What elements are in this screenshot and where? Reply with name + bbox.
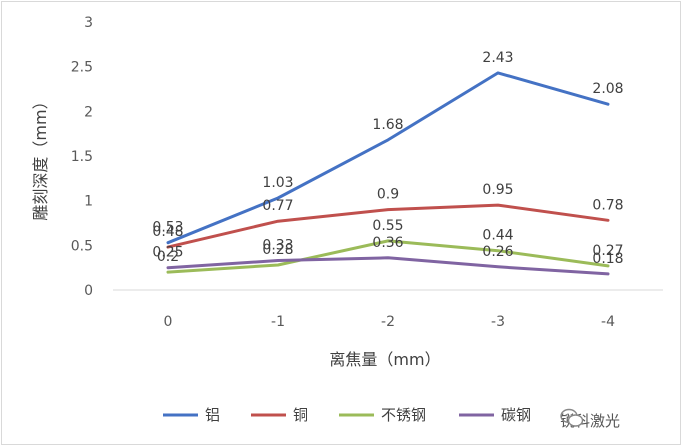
data-label: 0.78 — [592, 197, 623, 213]
data-label: 1.03 — [262, 175, 293, 191]
data-label: 0.48 — [152, 224, 183, 240]
y-tick-label: 1.5 — [71, 149, 93, 165]
data-label: 0.2 — [157, 249, 179, 265]
legend-label: 铜 — [293, 406, 308, 424]
data-label: 0.25 — [152, 245, 183, 261]
data-label: 0.27 — [592, 243, 623, 259]
data-label: 0.53 — [152, 220, 183, 236]
legend-label: 碳钢 — [501, 406, 531, 424]
y-tick-label: 0.5 — [71, 238, 93, 254]
data-label: 0.9 — [377, 187, 399, 203]
wechat-icon — [560, 408, 584, 427]
y-tick-label: 2.5 — [71, 60, 93, 76]
series-line — [166, 256, 610, 276]
y-tick-label: 3 — [84, 15, 93, 31]
data-label: 2.43 — [482, 50, 513, 66]
data-label: 1.68 — [372, 117, 403, 133]
series-line — [166, 71, 610, 245]
y-tick-label: 2 — [84, 104, 93, 120]
x-tick-label: -1 — [271, 314, 285, 330]
data-label: 0.55 — [372, 218, 403, 234]
legend-label: 铝 — [205, 406, 220, 424]
data-label: 0.44 — [482, 228, 513, 244]
data-label: 0.28 — [262, 242, 293, 258]
data-label: 0.33 — [262, 238, 293, 254]
x-tick-label: -4 — [601, 314, 615, 330]
watermark: 锐科激光 — [560, 408, 678, 432]
data-label: 0.26 — [482, 244, 513, 260]
x-tick-label: -3 — [491, 314, 505, 330]
y-axis-title: 雕刻深度（mm） — [31, 93, 50, 220]
data-label: 0.36 — [372, 235, 403, 251]
data-label: 0.18 — [592, 251, 623, 267]
x-tick-label: 0 — [164, 314, 173, 330]
data-label: 0.95 — [482, 182, 513, 198]
x-tick-label: -2 — [381, 314, 395, 330]
series-line — [166, 239, 610, 274]
y-tick-label: 0 — [84, 283, 93, 299]
data-label: 2.08 — [592, 81, 623, 97]
series-line — [166, 203, 610, 249]
data-label: 0.77 — [262, 198, 293, 214]
legend-label: 不锈钢 — [381, 406, 426, 424]
x-axis-title: 离焦量（mm） — [329, 350, 440, 369]
y-tick-label: 1 — [84, 194, 93, 210]
